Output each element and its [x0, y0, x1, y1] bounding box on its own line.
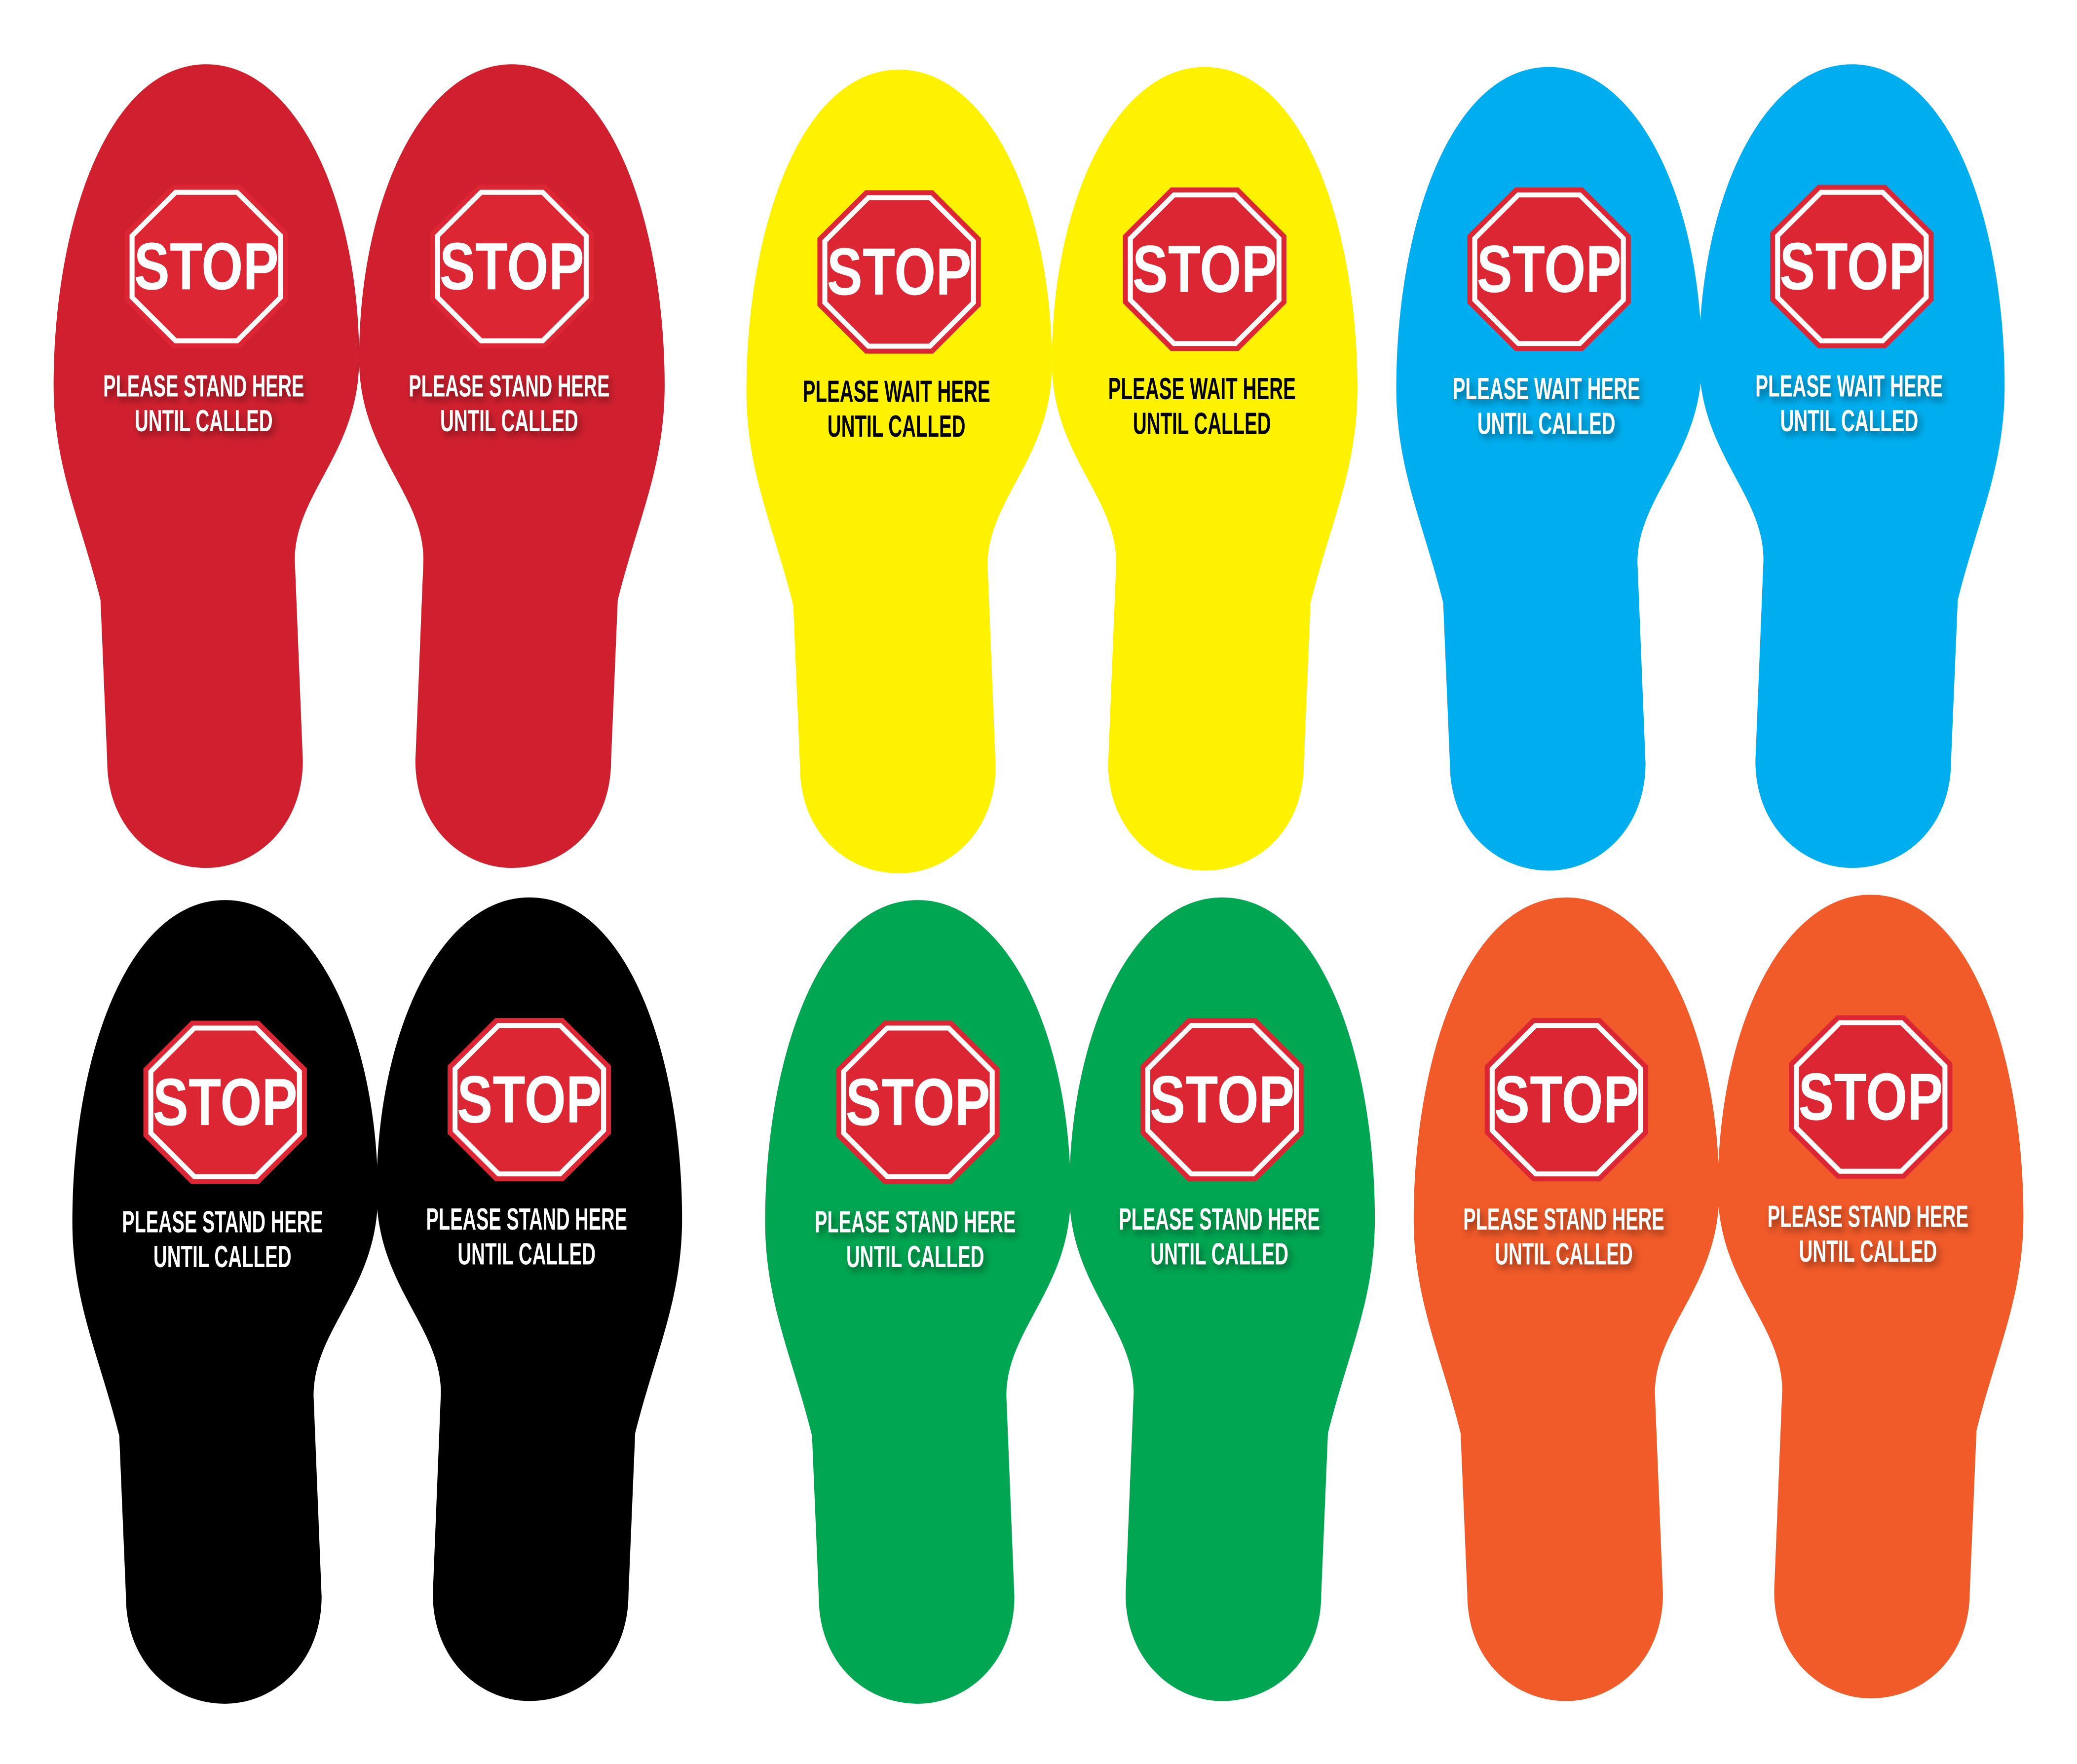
- message-line-2: UNTIL CALLED: [1477, 407, 1616, 441]
- stop-word: STOP: [153, 1064, 298, 1139]
- stop-word: STOP: [440, 228, 584, 303]
- stop-sign-icon: STOP: [1484, 1018, 1649, 1182]
- stop-sign-icon: STOP: [1123, 188, 1286, 351]
- stop-word: STOP: [457, 1062, 602, 1137]
- message-line-2: UNTIL CALLED: [1133, 407, 1271, 441]
- message-line-1: PLEASE STAND HERE: [409, 369, 609, 404]
- stop-word: STOP: [1476, 231, 1621, 306]
- stop-word: STOP: [1798, 1059, 1943, 1134]
- message-line-1: PLEASE WAIT HERE: [1108, 372, 1296, 406]
- message-line-2: UNTIL CALLED: [846, 1239, 984, 1274]
- stop-sign-icon: STOP: [836, 1020, 1000, 1184]
- stop-sign-icon: STOP: [447, 1018, 611, 1182]
- message-line-2: UNTIL CALLED: [1150, 1237, 1288, 1272]
- message-line-2: UNTIL CALLED: [828, 409, 966, 444]
- stop-sign-icon: STOP: [1140, 1018, 1304, 1182]
- stop-word: STOP: [1779, 228, 1924, 303]
- stop-word: STOP: [134, 228, 279, 303]
- message-line-1: PLEASE STAND HERE: [122, 1204, 323, 1239]
- stop-word: STOP: [1133, 231, 1277, 306]
- message-line-2: UNTIL CALLED: [153, 1239, 292, 1274]
- stop-sign-icon: STOP: [430, 185, 594, 348]
- stop-sign-icon: STOP: [143, 1020, 307, 1184]
- message-line-1: PLEASE STAND HERE: [1463, 1202, 1664, 1237]
- stop-sign-icon: STOP: [817, 190, 981, 354]
- message-line-1: PLEASE WAIT HERE: [1453, 372, 1640, 406]
- message-line-2: UNTIL CALLED: [135, 404, 273, 438]
- message-line-1: PLEASE STAND HERE: [815, 1204, 1016, 1239]
- stop-word: STOP: [845, 1064, 990, 1139]
- message-line-1: PLEASE STAND HERE: [1119, 1202, 1320, 1237]
- message-line-1: PLEASE WAIT HERE: [1755, 369, 1943, 404]
- message-line-2: UNTIL CALLED: [457, 1237, 596, 1272]
- message-line-1: PLEASE STAND HERE: [1768, 1199, 1968, 1234]
- stop-sign-icon: STOP: [124, 185, 288, 348]
- message-line-2: UNTIL CALLED: [1799, 1234, 1937, 1269]
- message-line-2: UNTIL CALLED: [1495, 1237, 1633, 1272]
- message-line-1: PLEASE STAND HERE: [426, 1202, 627, 1237]
- stop-sign-icon: STOP: [1467, 188, 1631, 351]
- message-line-1: PLEASE STAND HERE: [103, 369, 304, 404]
- message-line-1: PLEASE WAIT HERE: [803, 374, 990, 409]
- stop-sign-icon: STOP: [1770, 185, 1934, 348]
- stop-word: STOP: [1494, 1062, 1639, 1137]
- message-line-2: UNTIL CALLED: [1780, 404, 1919, 438]
- stop-sign-icon: STOP: [1789, 1015, 1953, 1179]
- stop-word: STOP: [1150, 1062, 1294, 1137]
- message-line-2: UNTIL CALLED: [440, 404, 578, 438]
- stop-word: STOP: [827, 234, 971, 309]
- footprint-shape: [765, 900, 1071, 1704]
- footprint-shape: [72, 900, 378, 1704]
